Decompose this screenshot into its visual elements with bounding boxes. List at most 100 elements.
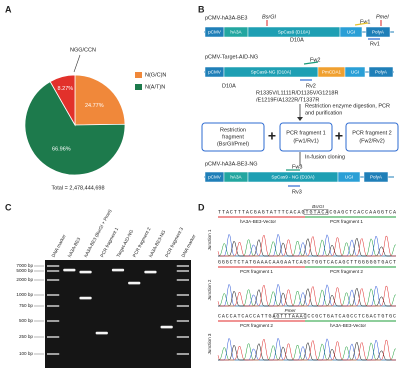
trace bbox=[218, 342, 397, 361]
marker-band bbox=[47, 270, 60, 272]
fragment-text: PCR fragment 2 bbox=[352, 130, 391, 136]
construct-name: pCMV-Target-AID-NG bbox=[205, 54, 258, 60]
trace bbox=[217, 338, 396, 361]
panel-label: B bbox=[198, 4, 205, 14]
panel-label: C bbox=[5, 202, 12, 212]
element-label: pCMV bbox=[208, 175, 222, 180]
lane-label: Target-AID-NG bbox=[116, 228, 135, 258]
pie-chart: 24.77% 66.96% 8.27% N(G/C)N N(A/T)N bbox=[24, 72, 166, 176]
band bbox=[144, 270, 157, 274]
marker-band bbox=[47, 320, 60, 322]
fragment-box bbox=[345, 122, 399, 152]
construct-element bbox=[365, 26, 391, 38]
band bbox=[79, 270, 92, 274]
slice-label: 66.96% bbox=[52, 146, 71, 152]
lane-label: hA3A-BE3 bbox=[67, 236, 82, 258]
construct-element bbox=[368, 66, 394, 78]
size-label: 1000 bp bbox=[16, 292, 33, 297]
site-label: PmeI bbox=[285, 308, 296, 313]
fragment-box bbox=[279, 122, 333, 152]
lane-label: hA3A-BE3-NG bbox=[148, 229, 167, 258]
construct-name: pCMV-hA3A-BE3 bbox=[205, 15, 248, 21]
lane-label: DNA marker bbox=[180, 233, 196, 258]
pie-slice bbox=[49, 74, 76, 127]
size-label: 2000 bp bbox=[16, 277, 33, 282]
element-label: SpCas9-NG (D10A) bbox=[251, 70, 292, 75]
fragment-text: (Fw1/Rv1) bbox=[293, 138, 319, 144]
construct-name: pCMV-hA3A-BE3-NG bbox=[205, 161, 258, 167]
marker-band bbox=[176, 270, 189, 272]
band bbox=[63, 268, 76, 272]
size-label: 7000 bp bbox=[16, 263, 33, 268]
element-label: PolyA bbox=[372, 30, 385, 35]
band bbox=[128, 281, 141, 285]
junction-label: Junction 1 bbox=[207, 229, 212, 250]
panel-label: A bbox=[5, 4, 12, 14]
marker-band bbox=[176, 294, 189, 296]
size-label: 500 bp bbox=[19, 318, 33, 323]
element-label: SpCas9 - NG (D10A) bbox=[271, 175, 315, 180]
marker-band bbox=[176, 265, 189, 267]
site-label: BsrGI bbox=[312, 204, 324, 209]
element-label: PmCDA1 bbox=[322, 70, 342, 75]
site-label: PmeI bbox=[376, 14, 389, 20]
primer-arrow bbox=[303, 61, 319, 65]
fragment-label: PCR fragment 2 bbox=[330, 269, 363, 274]
size-label: 750 bp bbox=[19, 303, 33, 308]
step-label: In-fusion cloning bbox=[305, 154, 345, 160]
sequence: TTACTTTACGAGTATTTCACAGTGTACACGAGCTCACCAA… bbox=[218, 209, 396, 215]
marker-band bbox=[47, 305, 60, 307]
size-label: 5000 bp bbox=[16, 268, 33, 273]
primer-label: Fw1 bbox=[360, 19, 370, 25]
primer-arrow bbox=[354, 22, 369, 26]
construct: pCMV hA3A SpCas9 (D10A) UGI PolyA bbox=[204, 26, 394, 38]
element-label: PolyA bbox=[375, 70, 388, 75]
total-label: Total = 2,478,444,698 bbox=[51, 185, 104, 191]
marker-band bbox=[47, 279, 60, 281]
plus: + bbox=[335, 128, 343, 144]
plus: + bbox=[268, 128, 276, 144]
primer-label: Fw2 bbox=[310, 57, 320, 63]
fragment-label: hA3A-BE3-Vector bbox=[330, 323, 366, 328]
band bbox=[79, 296, 92, 300]
primer-label: Rv3 bbox=[292, 189, 302, 195]
legend-swatch bbox=[135, 84, 142, 90]
construct-element bbox=[344, 66, 366, 78]
marker-band bbox=[47, 353, 60, 355]
pie-slice bbox=[74, 74, 126, 126]
band bbox=[160, 325, 173, 329]
construct-element bbox=[337, 171, 361, 183]
gel bbox=[45, 260, 191, 368]
fragment-text: fragment bbox=[222, 134, 244, 140]
mutation-label: D10A bbox=[290, 37, 304, 43]
callout-line bbox=[73, 54, 81, 73]
slice-label: 8.27% bbox=[58, 86, 74, 92]
size-label: 250 bp bbox=[19, 334, 33, 339]
lane-label: DNA marker bbox=[51, 233, 67, 258]
mutation-text: R1335V/L1111R/D1135V/G1218R bbox=[256, 90, 338, 96]
element-label: pCMV bbox=[208, 70, 222, 75]
junction-label: Junction 2 bbox=[207, 279, 212, 300]
legend-swatch bbox=[135, 72, 142, 78]
junction-label: Junction 3 bbox=[207, 333, 212, 354]
trace bbox=[218, 237, 396, 257]
trace bbox=[217, 234, 396, 257]
trace bbox=[218, 341, 396, 361]
band bbox=[111, 268, 125, 272]
element-label: pCMV bbox=[208, 30, 222, 35]
fragment-text: Restriction bbox=[220, 127, 246, 133]
site-box bbox=[273, 313, 307, 319]
element-label: UGI bbox=[347, 30, 355, 35]
legend-label: N(G/C)N bbox=[145, 72, 166, 78]
marker-band bbox=[176, 336, 189, 338]
construct: pCMV hA3A SpCas9 - NG (D10A) UGI PolyA bbox=[204, 171, 394, 183]
element-label: hA3A bbox=[230, 175, 242, 180]
marker-band bbox=[176, 320, 189, 322]
trace bbox=[218, 288, 397, 307]
fragment-label: PCR fragment 1 bbox=[330, 219, 363, 224]
trace bbox=[218, 238, 397, 257]
trace bbox=[217, 284, 396, 307]
pie-slice bbox=[24, 81, 126, 176]
marker-band bbox=[47, 294, 60, 296]
